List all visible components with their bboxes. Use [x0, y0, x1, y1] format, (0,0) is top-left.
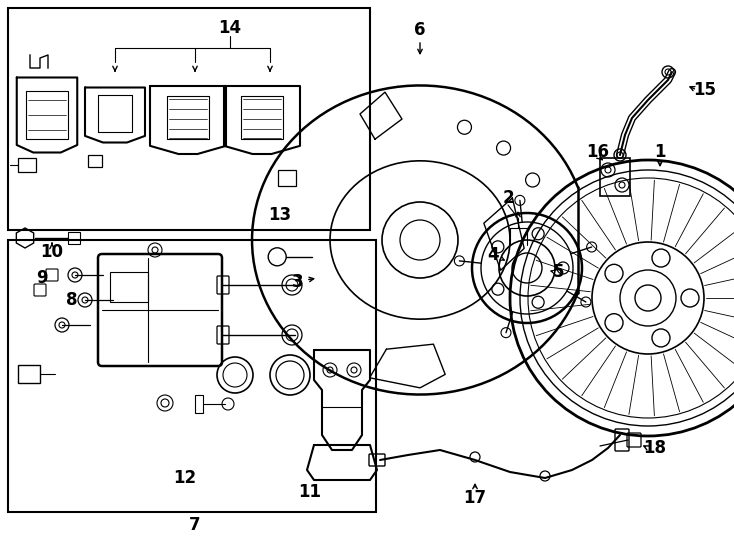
Text: 17: 17	[463, 489, 487, 507]
Text: 5: 5	[552, 263, 564, 281]
Text: 16: 16	[586, 143, 609, 161]
Text: 9: 9	[36, 269, 48, 287]
Text: 12: 12	[173, 469, 197, 487]
Bar	[195, 395, 203, 413]
Bar	[26, 91, 68, 139]
Text: 14: 14	[219, 19, 241, 37]
Text: 1: 1	[654, 143, 666, 161]
Bar	[110, 272, 148, 302]
Text: 3: 3	[292, 273, 304, 291]
Bar	[88, 155, 102, 167]
Bar	[68, 232, 80, 244]
Text: 11: 11	[299, 483, 321, 501]
Text: 10: 10	[40, 243, 64, 261]
Text: 8: 8	[66, 291, 78, 309]
Text: 4: 4	[487, 246, 499, 264]
Bar	[600, 158, 630, 196]
Text: 15: 15	[694, 81, 716, 99]
Bar	[278, 170, 296, 186]
Text: 2: 2	[502, 189, 514, 207]
Text: 7: 7	[189, 516, 201, 534]
Text: 18: 18	[644, 439, 666, 457]
Bar	[18, 365, 40, 383]
Bar	[18, 158, 36, 172]
Bar	[8, 240, 376, 512]
Bar	[8, 8, 370, 230]
Text: 6: 6	[414, 21, 426, 39]
Text: 13: 13	[269, 206, 291, 224]
